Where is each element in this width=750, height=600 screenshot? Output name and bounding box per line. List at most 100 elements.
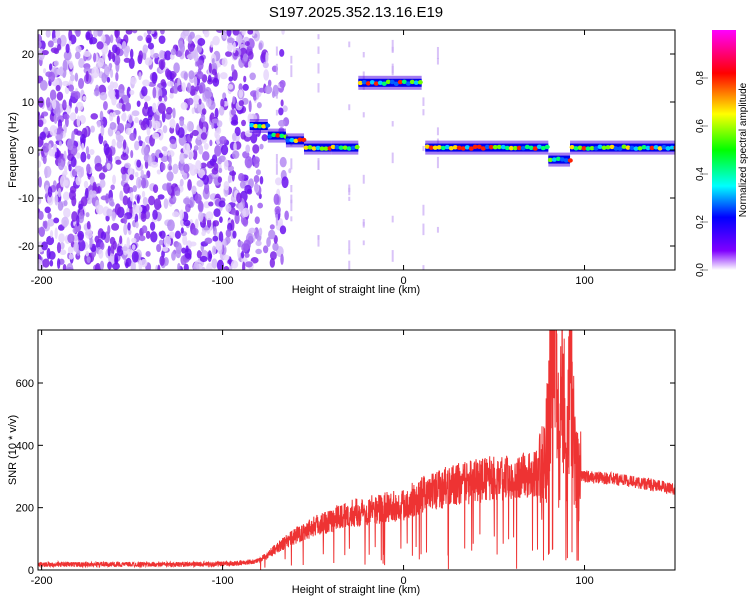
heatmap-cell	[194, 193, 202, 204]
heatmap-cell	[227, 83, 234, 90]
heatmap-cell	[180, 101, 188, 110]
heatmap-cell	[198, 98, 202, 105]
heatmap-cell	[134, 116, 139, 124]
heatmap-cell	[216, 126, 222, 135]
heatmap-cell	[172, 211, 180, 218]
heatmap-cell	[191, 228, 199, 236]
heatmap-cell	[168, 165, 173, 171]
heatmap-cell	[173, 82, 179, 95]
heatmap-cell	[317, 83, 320, 93]
heatmap-cell	[197, 60, 204, 71]
heatmap-cell	[73, 241, 79, 253]
heatmap-cell	[76, 214, 80, 227]
x-tick-label: 100	[575, 575, 593, 587]
heatmap-ridge-cell	[267, 134, 273, 139]
heatmap-cell	[110, 68, 114, 78]
heatmap-cell	[165, 68, 171, 78]
heatmap-cell	[80, 209, 84, 216]
heatmap-cell	[436, 58, 439, 65]
heatmap-ridge-cell	[605, 145, 611, 150]
heatmap-cell	[244, 261, 253, 268]
heatmap-cell	[189, 164, 197, 176]
heatmap-cell	[206, 217, 212, 228]
heatmap-ridge-cell	[551, 157, 557, 162]
heatmap-cell	[138, 140, 144, 147]
heatmap-cell	[146, 127, 151, 136]
heatmap-cell	[158, 35, 166, 44]
heatmap-cell	[138, 235, 146, 242]
heatmap-ridge-cell	[669, 145, 675, 151]
heatmap-ridge-cell	[621, 144, 627, 149]
heatmap-cell	[52, 37, 58, 44]
heatmap-cell	[130, 260, 136, 270]
heatmap-ridge-cell	[452, 145, 458, 150]
heatmap-cell	[68, 253, 74, 260]
heatmap-ridge-cell	[460, 146, 466, 151]
heatmap-cell	[174, 230, 181, 240]
heatmap-cell	[179, 152, 185, 164]
heatmap-cell	[222, 32, 228, 39]
heatmap-cell	[274, 205, 281, 215]
heatmap-cell	[70, 156, 77, 168]
heatmap-cell	[134, 213, 139, 224]
heatmap-cell	[138, 50, 144, 62]
heatmap-cell	[149, 221, 156, 231]
heatmap-cell	[207, 250, 212, 263]
heatmap-cell	[231, 69, 238, 81]
heatmap-ridge-cell	[361, 80, 367, 85]
heatmap-ridge-cell	[516, 145, 522, 151]
heatmap-cell	[115, 159, 122, 165]
heatmap-cell	[157, 264, 161, 270]
heatmap-cell	[121, 103, 126, 112]
heatmap-cell	[166, 182, 170, 193]
heatmap-cell	[127, 222, 131, 231]
heatmap-cell	[180, 227, 184, 234]
heatmap-cell	[422, 204, 425, 216]
heatmap-ridge-cell	[393, 81, 399, 86]
heatmap-cell	[96, 120, 102, 128]
heatmap-cell	[144, 57, 153, 66]
heatmap-cell	[188, 70, 195, 80]
heatmap-cell	[179, 209, 185, 220]
heatmap-cell	[131, 250, 139, 263]
heatmap-cell	[175, 242, 182, 255]
heatmap-cell	[157, 194, 165, 200]
heatmap-cell	[84, 187, 89, 199]
spectrogram-y-ticks: -20 -10 0 10 20	[18, 49, 675, 253]
heatmap-cell	[86, 220, 91, 230]
heatmap-cell	[225, 203, 232, 213]
heatmap-cell	[150, 231, 158, 243]
heatmap-cell	[290, 199, 293, 212]
snr-plot-area	[38, 330, 675, 570]
heatmap-cell	[39, 80, 48, 91]
heatmap-cell	[68, 163, 72, 172]
heatmap-cell	[125, 127, 132, 135]
heatmap-cell	[39, 131, 47, 141]
heatmap-cell	[282, 105, 288, 113]
heatmap-cell	[152, 209, 158, 220]
heatmap-ridge-cell	[464, 145, 470, 150]
heatmap-cell	[232, 230, 237, 239]
heatmap-cell	[125, 45, 131, 54]
heatmap-cell	[278, 119, 286, 127]
heatmap-ridge-cell	[257, 123, 263, 129]
heatmap-cell	[47, 212, 52, 220]
heatmap-cell	[86, 153, 91, 160]
heatmap-cell	[141, 190, 146, 198]
heatmap-cell	[202, 126, 207, 134]
heatmap-ridge-cell	[500, 144, 506, 150]
heatmap-cell	[165, 106, 173, 115]
heatmap-cell	[145, 230, 151, 239]
heatmap-cell	[125, 123, 132, 129]
heatmap-cell	[210, 40, 214, 48]
heatmap-cell	[252, 156, 260, 164]
heatmap-ridge-cell	[357, 80, 363, 86]
heatmap-cell	[69, 60, 74, 70]
heatmap-cell	[198, 82, 206, 94]
heatmap-cell	[258, 227, 263, 237]
heatmap-cell	[74, 106, 79, 114]
heatmap-ridge-cell	[589, 146, 595, 151]
heatmap-cell	[97, 57, 105, 68]
heatmap-cell	[362, 52, 365, 58]
y-tick-label: 20	[22, 49, 34, 61]
